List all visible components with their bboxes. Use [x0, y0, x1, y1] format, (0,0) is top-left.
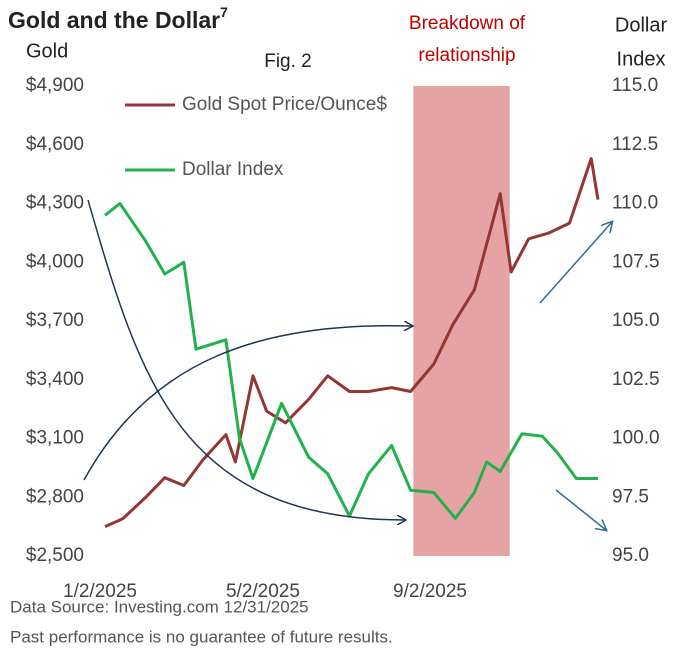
- y-tick-label: $4,600: [26, 134, 84, 155]
- title-text: Gold and the Dollar: [8, 7, 220, 33]
- x-tick-label: 9/2/2025: [393, 581, 467, 602]
- annotation: Breakdown of: [409, 13, 526, 34]
- x-tick-label: 5/2/2025: [226, 581, 300, 602]
- shaded-region: [413, 86, 510, 556]
- y2-tick-label: 107.5: [612, 251, 660, 272]
- y2-tick-label: 112.5: [612, 134, 658, 155]
- disclaimer: Past performance is no guarantee of futu…: [10, 627, 393, 646]
- source-note: Data Source: Investing.com 12/31/2025: [10, 597, 309, 616]
- y2-tick-label: 100.0: [612, 428, 660, 449]
- y-tick-label: $2,800: [26, 486, 84, 507]
- legend-label: Dollar Index: [182, 159, 284, 180]
- series-line: [104, 202, 598, 520]
- x-tick-label: 1/2/2025: [63, 581, 137, 602]
- y-tick-label: $3,400: [26, 369, 84, 390]
- y-axis-label: Gold: [26, 40, 68, 62]
- y-tick-label: $3,700: [26, 310, 84, 331]
- y2-tick-label: 105.0: [612, 310, 660, 331]
- y-tick-label: $4,000: [26, 251, 84, 272]
- y2-tick-label: 110.0: [612, 193, 658, 214]
- y2-axis-label: Index: [617, 48, 666, 70]
- title-note: 7: [220, 4, 228, 20]
- annotation: relationship: [418, 45, 515, 66]
- y-tick-label: $4,900: [26, 75, 84, 96]
- legend-label: Gold Spot Price/Ounce$: [182, 94, 387, 115]
- y2-tick-label: 115.0: [612, 75, 658, 96]
- arrow: [87, 199, 405, 520]
- y-tick-label: $2,500: [26, 545, 84, 566]
- y-tick-label: $4,300: [26, 193, 84, 214]
- y2-axis-label: Dollar: [615, 14, 668, 36]
- chart-title: Gold and the Dollar7: [8, 4, 228, 33]
- arrow: [539, 222, 612, 304]
- arrow: [555, 489, 606, 530]
- series-line: [104, 157, 600, 528]
- figure-label: Fig. 2: [264, 51, 312, 72]
- y2-tick-label: 97.5: [612, 486, 649, 507]
- y2-tick-label: 102.5: [612, 369, 660, 390]
- y-tick-label: $3,100: [26, 428, 84, 449]
- arrow: [83, 326, 412, 481]
- y2-tick-label: 95.0: [612, 545, 649, 566]
